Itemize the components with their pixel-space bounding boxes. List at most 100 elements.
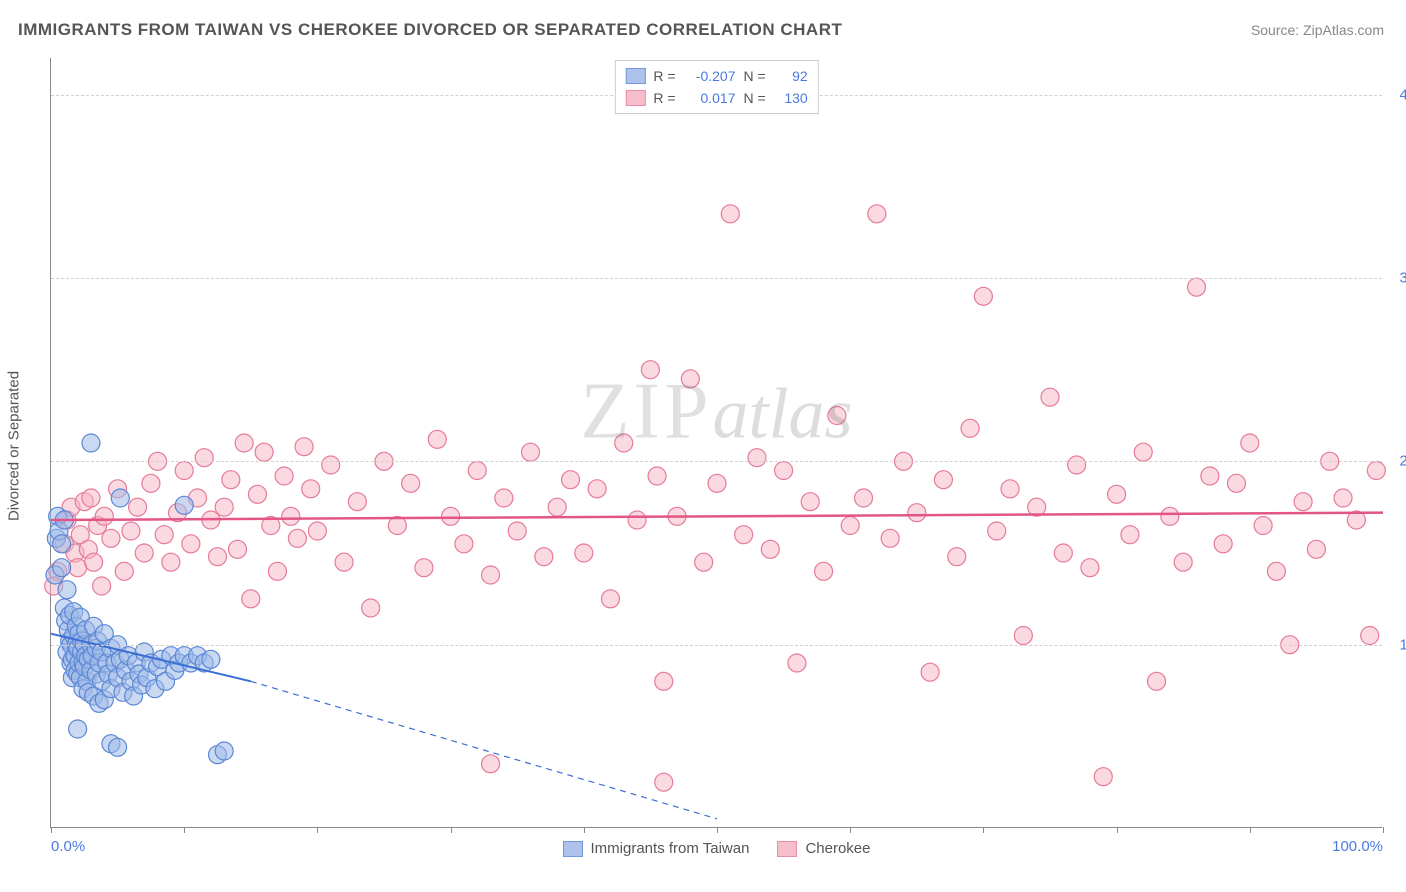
scatter-point: [235, 434, 253, 452]
xtick: [1117, 827, 1118, 833]
scatter-point: [1294, 493, 1312, 511]
scatter-point: [109, 738, 127, 756]
chart-title: IMMIGRANTS FROM TAIWAN VS CHEROKEE DIVOR…: [18, 20, 842, 40]
scatter-point: [988, 522, 1006, 540]
scatter-point: [1267, 562, 1285, 580]
correlation-legend: R = -0.207 N = 92 R = 0.017 N = 130: [614, 60, 818, 114]
scatter-point: [1108, 485, 1126, 503]
scatter-point: [868, 205, 886, 223]
scatter-point: [735, 526, 753, 544]
xtick: [317, 827, 318, 833]
scatter-point: [115, 562, 133, 580]
scatter-point: [82, 434, 100, 452]
xtick: [451, 827, 452, 833]
scatter-point: [695, 553, 713, 571]
source-link[interactable]: ZipAtlas.com: [1303, 22, 1384, 38]
trend-line-taiwan-dash: [251, 681, 717, 819]
scatter-point: [482, 755, 500, 773]
scatter-point: [588, 480, 606, 498]
scatter-point: [242, 590, 260, 608]
scatter-point: [921, 663, 939, 681]
scatter-point: [362, 599, 380, 617]
scatter-point: [1148, 672, 1166, 690]
scatter-point: [482, 566, 500, 584]
scatter-point: [95, 507, 113, 525]
scatter-point: [428, 430, 446, 448]
scatter-point: [228, 540, 246, 558]
legend-N-value-cherokee: 130: [774, 87, 808, 109]
scatter-point: [215, 742, 233, 760]
scatter-point: [1307, 540, 1325, 558]
trend-line-cherokee: [51, 513, 1383, 520]
scatter-point: [1174, 553, 1192, 571]
scatter-point: [195, 449, 213, 467]
legend-R-label: R =: [653, 65, 675, 87]
scatter-point: [1068, 456, 1086, 474]
scatter-point: [102, 529, 120, 547]
scatter-point: [58, 581, 76, 599]
scatter-point: [268, 562, 286, 580]
y-axis-label: Divorced or Separated: [6, 371, 23, 521]
scatter-point: [801, 493, 819, 511]
scatter-point: [222, 471, 240, 489]
scatter-point: [934, 471, 952, 489]
ytick-label: 40.0%: [1387, 86, 1406, 103]
scatter-point: [1041, 388, 1059, 406]
legend-R-value-cherokee: 0.017: [684, 87, 736, 109]
scatter-point: [855, 489, 873, 507]
scatter-point: [535, 548, 553, 566]
scatter-point: [628, 511, 646, 529]
scatter-point: [648, 467, 666, 485]
legend-row-taiwan: R = -0.207 N = 92: [625, 65, 807, 87]
scatter-point: [162, 553, 180, 571]
scatter-point: [1121, 526, 1139, 544]
legend-label-cherokee: Cherokee: [805, 840, 870, 857]
scatter-point: [175, 462, 193, 480]
legend-row-cherokee: R = 0.017 N = 130: [625, 87, 807, 109]
scatter-point: [908, 504, 926, 522]
scatter-point: [255, 443, 273, 461]
legend-item-cherokee: Cherokee: [777, 840, 870, 857]
scatter-point: [85, 553, 103, 571]
legend-swatch-taiwan: [563, 841, 583, 857]
scatter-point: [775, 462, 793, 480]
scatter-point: [655, 773, 673, 791]
ytick-label: 10.0%: [1387, 636, 1406, 653]
scatter-point: [135, 544, 153, 562]
scatter-point: [82, 489, 100, 507]
scatter-point: [1334, 489, 1352, 507]
scatter-point: [561, 471, 579, 489]
scatter-point: [282, 507, 300, 525]
scatter-point: [881, 529, 899, 547]
scatter-point: [1081, 559, 1099, 577]
scatter-point: [93, 577, 111, 595]
legend-swatch-cherokee: [625, 90, 645, 106]
legend-R-value-taiwan: -0.207: [684, 65, 736, 87]
scatter-point: [1094, 768, 1112, 786]
scatter-point: [182, 535, 200, 553]
scatter-point: [788, 654, 806, 672]
xtick: [717, 827, 718, 833]
scatter-point: [69, 720, 87, 738]
scatter-point: [1241, 434, 1259, 452]
scatter-point: [708, 474, 726, 492]
scatter-point: [302, 480, 320, 498]
scatter-point: [348, 493, 366, 511]
scatter-point: [53, 559, 71, 577]
scatter-point: [948, 548, 966, 566]
scatter-point: [415, 559, 433, 577]
scatter-point: [1214, 535, 1232, 553]
scatter-point: [641, 361, 659, 379]
scatter-point: [202, 650, 220, 668]
scatter-point: [974, 287, 992, 305]
legend-swatch-cherokee: [777, 841, 797, 857]
scatter-point: [122, 522, 140, 540]
gridline-h: [51, 278, 1382, 279]
scatter-point: [655, 672, 673, 690]
scatter-point: [129, 498, 147, 516]
scatter-point: [175, 496, 193, 514]
xtick: [850, 827, 851, 833]
scatter-point: [601, 590, 619, 608]
scatter-point: [288, 529, 306, 547]
scatter-point: [1254, 517, 1272, 535]
